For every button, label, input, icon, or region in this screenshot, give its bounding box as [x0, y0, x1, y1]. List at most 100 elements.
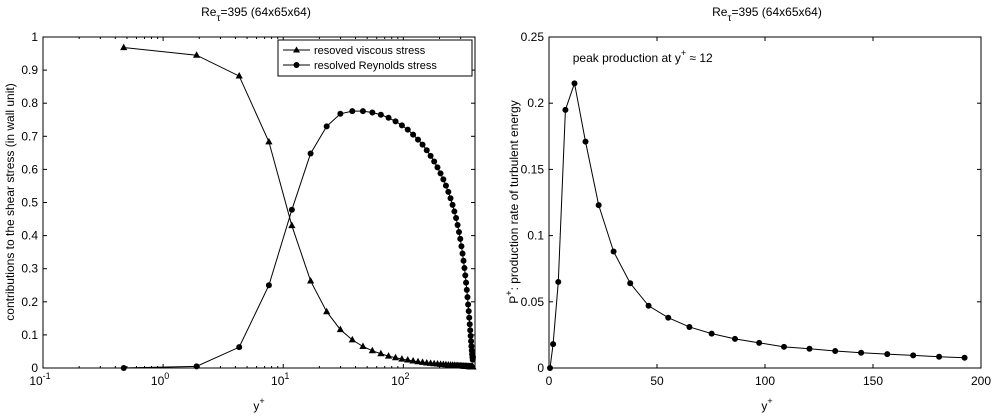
data-point-circle	[288, 206, 295, 213]
peak-annotation: peak production at y+ ≈ 12	[573, 48, 713, 65]
left-legend: resoved viscous stress resolved Reynolds…	[277, 39, 473, 77]
y-tick-label: 0.7	[21, 129, 38, 143]
data-point-circle	[265, 282, 272, 289]
y-tick-label: 0.2	[21, 295, 38, 309]
data-point-circle	[466, 321, 473, 328]
y-tick-label: 0.2	[527, 96, 544, 110]
y-tick-label: 0.15	[521, 162, 545, 176]
data-point-triangle	[306, 276, 315, 284]
series-line	[123, 47, 474, 368]
data-point-circle	[571, 80, 578, 87]
legend-entry-reynolds: resolved Reynolds stress	[314, 60, 437, 72]
data-point-triangle	[469, 362, 477, 370]
x-tick-label: 150	[863, 374, 883, 388]
y-tick-label: 0.4	[21, 229, 38, 243]
left-title-subscript: τ	[216, 13, 220, 24]
data-point-circle	[423, 147, 430, 154]
data-point-triangle	[265, 137, 273, 145]
data-point-circle	[731, 335, 738, 342]
data-point-circle	[461, 265, 468, 272]
data-point-circle	[465, 308, 472, 315]
data-point-circle	[665, 314, 672, 321]
y-tick-label: 1	[31, 30, 38, 44]
data-point-circle	[193, 363, 200, 370]
y-tick-label: 0.05	[521, 295, 545, 309]
right-plot-frame	[548, 36, 982, 369]
data-point-circle	[359, 108, 366, 115]
right-x-axis: 0 50 100 150 200	[546, 37, 991, 388]
data-point-triangle	[414, 357, 422, 365]
y-tick-label: 0.25	[521, 30, 545, 44]
legend-box	[277, 39, 473, 77]
data-point-circle	[454, 222, 461, 229]
y-tick-label: 0.9	[21, 63, 38, 77]
data-point-circle	[449, 201, 456, 208]
series-line	[123, 110, 474, 369]
data-point-circle	[756, 339, 763, 346]
data-point-circle	[468, 343, 475, 350]
data-point-circle	[236, 344, 243, 351]
data-point-circle	[431, 158, 438, 165]
data-point-triangle	[418, 358, 427, 365]
data-point-circle	[467, 327, 474, 334]
x-tick-label: 101	[271, 371, 289, 388]
y-tick-label: 0.1	[21, 328, 38, 342]
data-point-circle	[440, 176, 447, 183]
data-point-triangle	[348, 335, 356, 343]
data-point-circle	[307, 150, 314, 157]
data-point-triangle	[398, 355, 406, 362]
x-tick-label: 102	[391, 371, 409, 388]
data-point-circle	[470, 354, 477, 361]
right-chart-title: Reτ=395 (64x65x64)	[712, 5, 822, 24]
data-point-circle	[467, 332, 474, 339]
data-point-circle	[427, 152, 434, 159]
data-point-circle	[832, 348, 839, 355]
left-x-axis-label: y+	[253, 396, 264, 413]
right-y-axis-label: P+: production rate of turbulent energy	[504, 100, 521, 303]
x-tick-label: 100	[151, 371, 169, 388]
data-point-circle	[610, 248, 617, 255]
y-tick-label: 0.5	[21, 196, 38, 210]
left-y-axis-label: contributions to the shear stress (in wa…	[3, 83, 17, 320]
data-point-triangle	[377, 349, 385, 357]
data-point-circle	[385, 114, 392, 121]
data-point-circle	[884, 351, 891, 358]
y-tick-label: 0.6	[21, 162, 38, 176]
data-point-circle	[437, 170, 444, 177]
legend-circle-marker	[293, 62, 300, 68]
data-point-circle	[936, 353, 943, 360]
data-point-circle	[453, 215, 460, 222]
data-point-circle	[410, 131, 417, 138]
data-point-circle	[462, 272, 469, 279]
data-point-circle	[434, 164, 441, 171]
data-point-circle	[377, 111, 384, 118]
y-tick-label: 0	[31, 361, 38, 375]
left-plot-frame	[42, 36, 476, 369]
data-point-triangle	[288, 221, 296, 229]
left-chart-title: Reτ=395 (64x65x64)	[201, 5, 311, 24]
left-series	[120, 43, 477, 371]
data-point-circle	[459, 250, 466, 257]
series-line	[549, 81, 965, 369]
data-point-circle	[550, 341, 557, 348]
data-point-circle	[562, 106, 569, 113]
left-x-axis: 10-1 100 101 102	[29, 37, 462, 388]
data-point-circle	[686, 323, 693, 330]
data-point-circle	[419, 141, 426, 148]
data-point-triangle	[384, 352, 393, 359]
right-title-subscript: τ	[727, 13, 731, 24]
y-tick-label: 0.8	[21, 96, 38, 110]
data-point-circle	[404, 126, 411, 133]
data-point-triangle	[391, 353, 400, 361]
x-tick-label: 10-1	[29, 371, 50, 388]
data-point-circle	[595, 202, 602, 209]
x-tick-label: 0	[546, 374, 553, 388]
data-point-circle	[468, 338, 475, 345]
data-point-circle	[858, 349, 865, 356]
data-point-circle	[457, 235, 464, 242]
data-point-circle	[961, 354, 968, 361]
data-point-circle	[442, 182, 449, 189]
x-tick-label: 100	[755, 374, 775, 388]
data-point-triangle	[336, 325, 344, 333]
